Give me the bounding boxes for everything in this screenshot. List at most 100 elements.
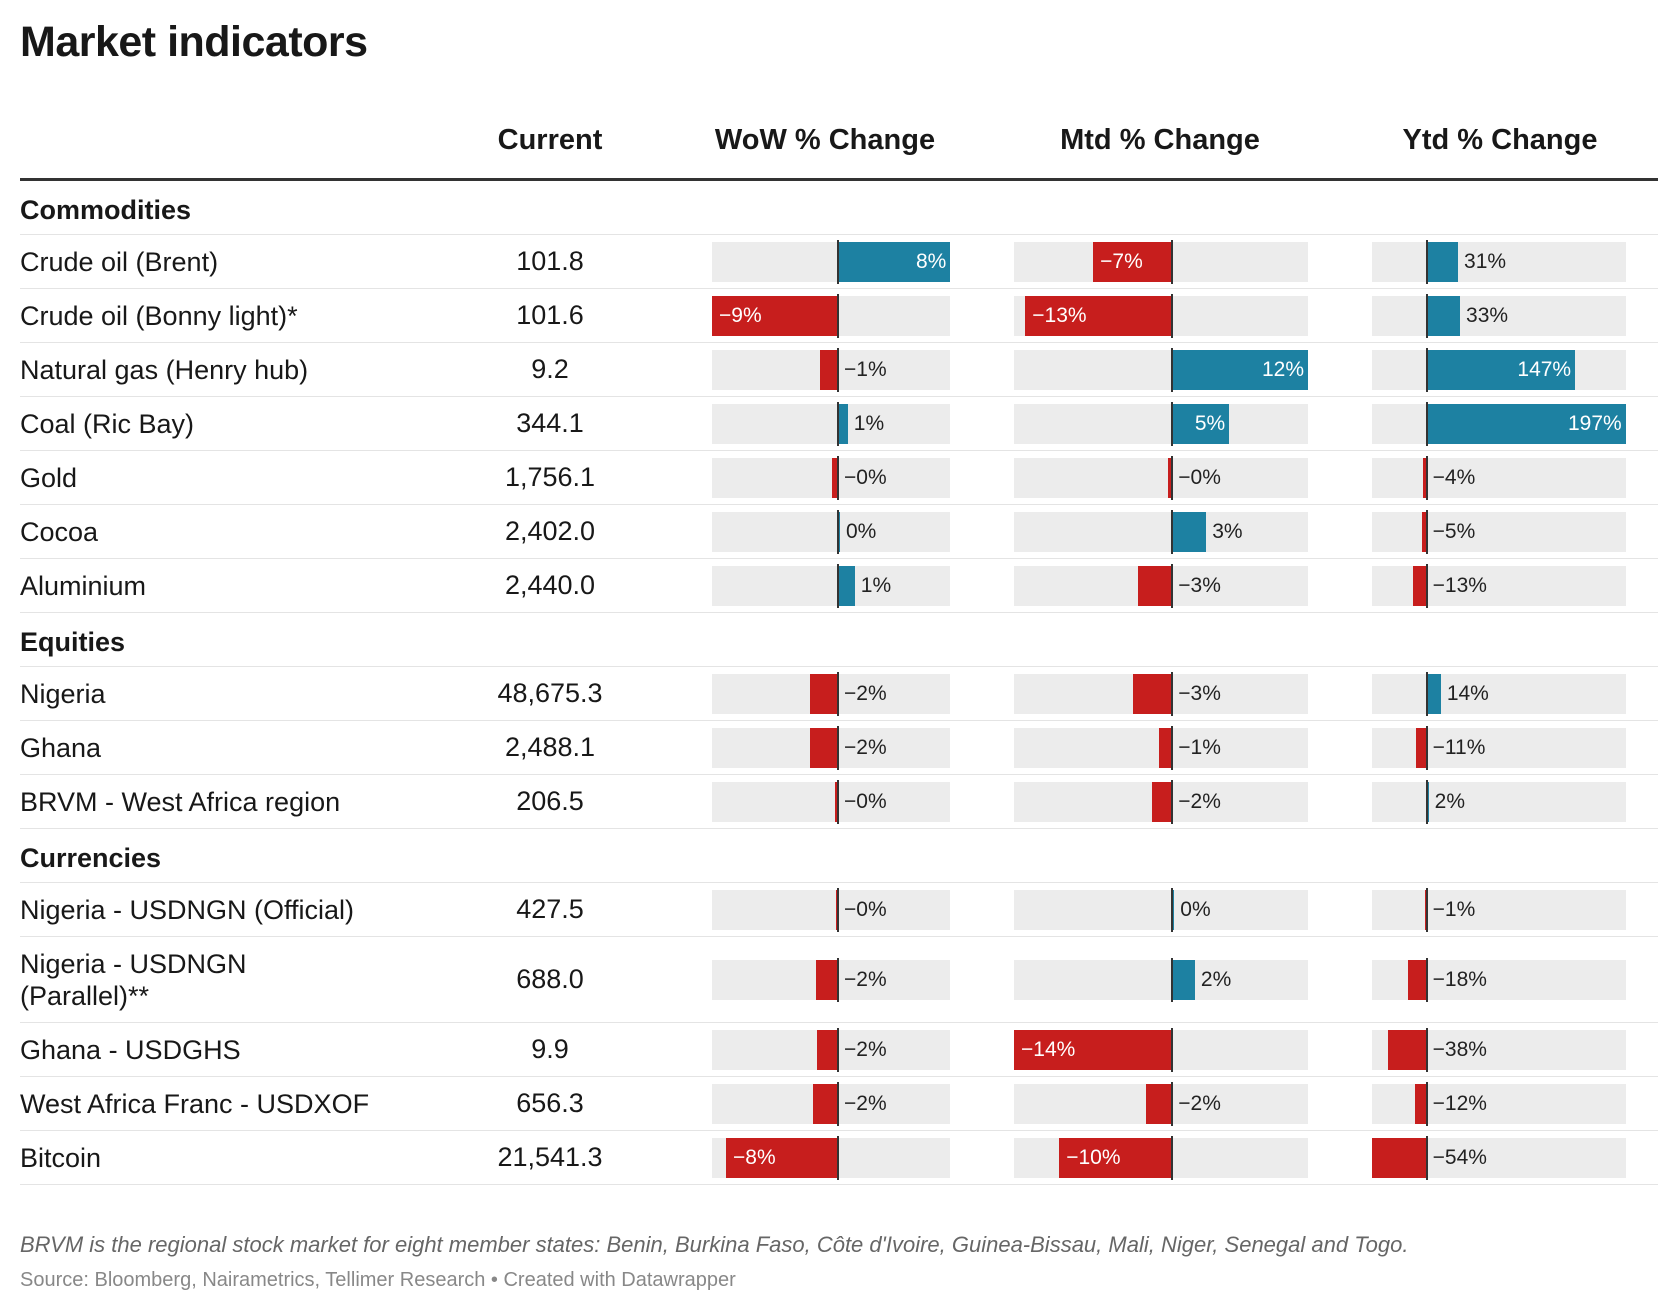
column-header-current: Current bbox=[497, 124, 603, 156]
mtd-bar bbox=[1059, 1138, 1173, 1178]
wow-value-label: −2% bbox=[844, 1038, 887, 1061]
wow-bar bbox=[726, 1138, 838, 1178]
mtd-bar-track: −0% bbox=[1014, 456, 1308, 500]
row-current-value: 101.6 bbox=[516, 300, 584, 330]
mtd-zero-axis bbox=[1171, 510, 1174, 554]
ytd-bar-track: −12% bbox=[1372, 1082, 1626, 1126]
wow-bar-track: −9% bbox=[712, 294, 950, 338]
wow-bar-track: 1% bbox=[712, 564, 950, 608]
row-name: Nigeria - USDNGN (Parallel)** bbox=[20, 949, 247, 1011]
wow-zero-axis bbox=[837, 958, 839, 1002]
wow-value-label: −2% bbox=[844, 736, 887, 759]
row-divider bbox=[20, 828, 1658, 829]
row-name: Aluminium bbox=[20, 571, 147, 601]
mtd-value-label: 0% bbox=[1180, 898, 1211, 921]
group-row-commodities: Commodities bbox=[0, 181, 1670, 235]
ytd-value-label: −5% bbox=[1432, 520, 1476, 543]
wow-bar-track: −0% bbox=[712, 888, 950, 932]
mtd-zero-axis bbox=[1171, 1028, 1174, 1072]
column-header-ytd: Ytd % Change bbox=[1402, 124, 1598, 156]
table-row: Aluminium 2,440.0 1% −3% −13% bbox=[0, 559, 1670, 613]
mtd-zero-axis bbox=[1171, 564, 1174, 608]
mtd-value-label: −1% bbox=[1178, 736, 1221, 759]
mtd-bar-track: 0% bbox=[1014, 888, 1308, 932]
wow-zero-axis bbox=[837, 510, 839, 554]
row-divider bbox=[20, 450, 1658, 451]
ytd-bar-track: 31% bbox=[1372, 240, 1626, 284]
row-current-value: 9.2 bbox=[531, 354, 569, 384]
mtd-bar-track: 2% bbox=[1014, 958, 1308, 1002]
ytd-bar-track: −11% bbox=[1372, 726, 1626, 770]
mtd-value-label: −2% bbox=[1178, 790, 1221, 813]
mtd-bar bbox=[1172, 404, 1229, 444]
mtd-zero-axis bbox=[1171, 958, 1174, 1002]
row-name: Nigeria - USDNGN (Official) bbox=[20, 895, 355, 925]
mtd-zero-axis bbox=[1171, 1082, 1174, 1126]
source-line: Source: Bloomberg, Nairametrics, Tellime… bbox=[20, 1269, 736, 1291]
column-header-mtd: Mtd % Change bbox=[1060, 124, 1260, 156]
table-row: Natural gas (Henry hub) 9.2 −1% 12% 147% bbox=[0, 343, 1670, 397]
ytd-bar bbox=[1413, 566, 1427, 606]
table-row: BRVM - West Africa region 206.5 −0% −2% 2% bbox=[0, 775, 1670, 829]
mtd-bar-track: −10% bbox=[1014, 1136, 1308, 1180]
wow-bar-track: −2% bbox=[712, 726, 950, 770]
ytd-bar-track: 33% bbox=[1372, 294, 1626, 338]
wow-bar-track: −2% bbox=[712, 1028, 950, 1072]
wow-value-label: −0% bbox=[844, 898, 887, 921]
ytd-bar-track: 14% bbox=[1372, 672, 1626, 716]
wow-zero-axis bbox=[837, 402, 839, 446]
ytd-value-label: −38% bbox=[1432, 1038, 1487, 1061]
wow-zero-axis bbox=[837, 456, 839, 500]
ytd-bar bbox=[1426, 404, 1626, 444]
row-current-value: 688.0 bbox=[516, 964, 584, 994]
mtd-zero-axis bbox=[1171, 780, 1174, 824]
mtd-bar bbox=[1093, 242, 1173, 282]
table-row: Nigeria 48,675.3 −2% −3% 14% bbox=[0, 667, 1670, 721]
mtd-bar bbox=[1172, 512, 1207, 552]
ytd-bar bbox=[1408, 960, 1427, 1000]
ytd-zero-axis bbox=[1425, 780, 1428, 824]
row-divider bbox=[20, 504, 1658, 505]
table-row: Ghana 2,488.1 −2% −1% −11% bbox=[0, 721, 1670, 775]
row-name: Gold bbox=[20, 463, 78, 493]
ytd-value-label: 14% bbox=[1446, 682, 1489, 705]
table-row: Crude oil (Bonny light)* 101.6 −9% −13% 33% bbox=[0, 289, 1670, 343]
group-row-currencies: Currencies bbox=[0, 829, 1670, 883]
row-divider bbox=[20, 774, 1658, 775]
row-name: Ghana bbox=[20, 733, 102, 763]
mtd-value-label: 2% bbox=[1200, 968, 1232, 991]
ytd-zero-axis bbox=[1425, 888, 1428, 932]
table-row: West Africa Franc - USDXOF 656.3 −2% −2% −12… bbox=[0, 1077, 1670, 1131]
row-divider bbox=[20, 396, 1658, 397]
row-current-value: 9.9 bbox=[531, 1034, 569, 1064]
mtd-zero-axis bbox=[1171, 348, 1174, 392]
mtd-bar-track: −2% bbox=[1014, 1082, 1308, 1126]
mtd-zero-axis bbox=[1171, 888, 1174, 932]
ytd-zero-axis bbox=[1425, 958, 1428, 1002]
row-current-value: 2,488.1 bbox=[504, 732, 596, 762]
mtd-bar-track: −3% bbox=[1014, 672, 1308, 716]
mtd-bar bbox=[1172, 890, 1175, 930]
header-rule bbox=[20, 178, 1658, 181]
row-divider bbox=[20, 288, 1658, 289]
mtd-bar-track: −3% bbox=[1014, 564, 1308, 608]
row-divider bbox=[20, 1022, 1658, 1023]
mtd-zero-axis bbox=[1171, 240, 1174, 284]
wow-value-label: 1% bbox=[860, 574, 892, 597]
row-divider bbox=[20, 342, 1658, 343]
mtd-zero-axis bbox=[1171, 1136, 1174, 1180]
row-divider bbox=[20, 666, 1658, 667]
row-divider bbox=[20, 1076, 1658, 1077]
wow-bar-track: 8% bbox=[712, 240, 950, 284]
mtd-zero-axis bbox=[1171, 726, 1174, 770]
ytd-value-label: 2% bbox=[1434, 790, 1466, 813]
mtd-bar-track: −13% bbox=[1014, 294, 1308, 338]
mtd-bar-track: −1% bbox=[1014, 726, 1308, 770]
ytd-bar bbox=[1426, 782, 1429, 822]
wow-zero-axis bbox=[837, 672, 839, 716]
table-row: Coal (Ric Bay) 344.1 1% 5% 197% bbox=[0, 397, 1670, 451]
wow-value-label: 1% bbox=[853, 412, 885, 435]
ytd-bar-track: −4% bbox=[1372, 456, 1626, 500]
ytd-zero-axis bbox=[1425, 564, 1428, 608]
row-name: West Africa Franc - USDXOF bbox=[20, 1089, 370, 1119]
